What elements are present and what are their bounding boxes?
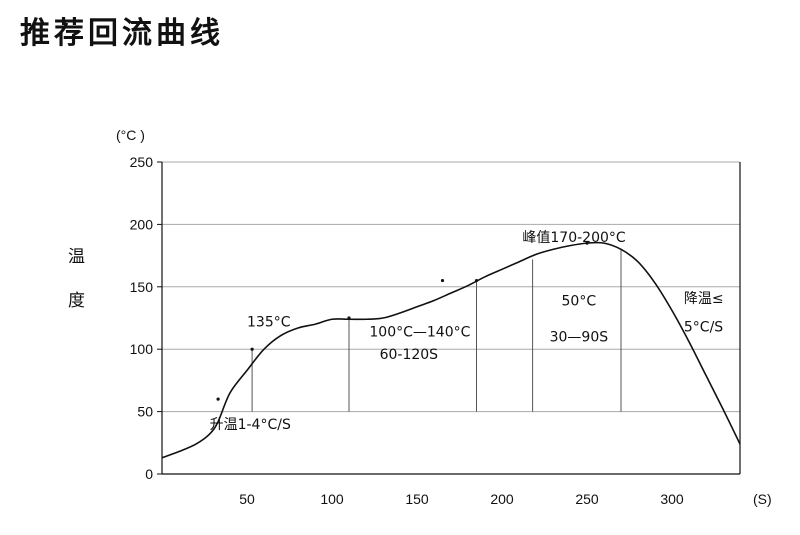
y-tick-label: 100 (130, 341, 154, 357)
curve-marker (347, 316, 351, 320)
curve-marker (250, 347, 254, 351)
x-tick-label: 50 (239, 491, 255, 507)
annotation-label: 135°C (247, 315, 291, 331)
y-tick-label: 200 (130, 216, 154, 232)
x-unit-label: (S) (753, 491, 772, 507)
curve-marker (216, 397, 220, 401)
grid-lines (162, 161, 740, 413)
y-tick-label: 0 (145, 466, 153, 482)
zone-lines (251, 249, 622, 412)
curve-markers (216, 241, 589, 401)
x-tick-labels: 50 100 150 200 250 300 (239, 491, 684, 507)
y-tick-labels: 0 50 100 150 200 250 (130, 154, 154, 482)
y-tick-label: 150 (130, 279, 154, 295)
x-tick-label: 100 (320, 491, 344, 507)
annotation-label: 50°C (562, 294, 597, 310)
annotation-label: 5°C/S (684, 320, 723, 336)
y-tick-label: 50 (137, 404, 153, 420)
reflow-curve (161, 241, 741, 459)
y-axis-label-bottom: 度 (68, 291, 85, 311)
curve-marker (585, 241, 589, 245)
annotations: 135°C 100°C—140°C 60-120S 升温1-4°C/S 峰值170-20… (210, 230, 724, 433)
y-unit-label: (°C ) (116, 127, 145, 143)
annotation-label: 60-120S (380, 347, 439, 363)
annotation-label: 升温1-4°C/S (210, 417, 291, 433)
axes (157, 161, 741, 475)
annotation-label: 100°C—140°C (369, 325, 470, 341)
y-axis-label-top: 温 (68, 247, 85, 267)
annotation-label: 降温≤ (684, 291, 724, 307)
annotation-label: 30—90S (550, 330, 609, 346)
x-tick-label: 150 (405, 491, 429, 507)
curve-marker (440, 278, 445, 283)
annotation-label: 峰值170-200°C (522, 230, 625, 246)
x-tick-label: 300 (660, 491, 684, 507)
x-tick-label: 200 (490, 491, 514, 507)
curve-marker (474, 278, 479, 283)
y-tick-label: 250 (130, 154, 154, 170)
x-tick-label: 250 (575, 491, 599, 507)
page-title: 推荐回流曲线 (20, 16, 224, 51)
